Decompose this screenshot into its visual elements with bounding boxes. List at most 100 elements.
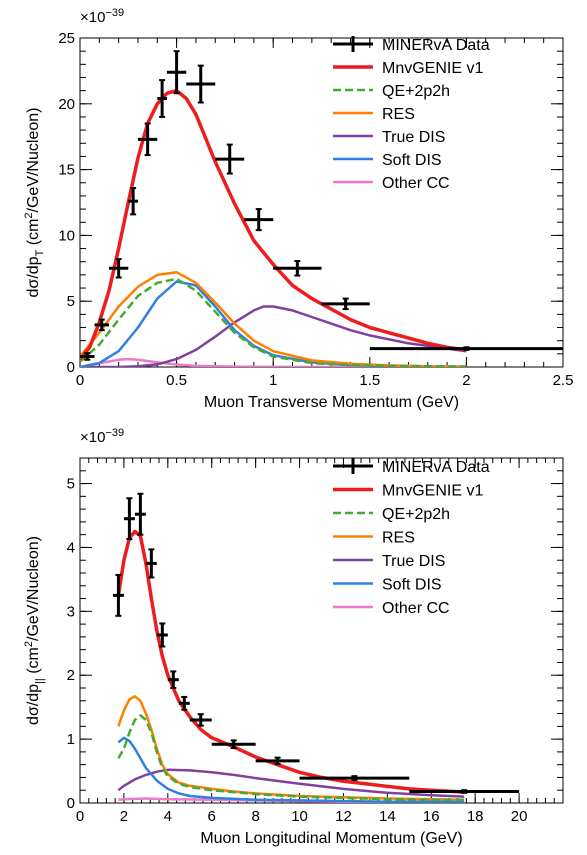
legend-item: QE+2p2h bbox=[333, 506, 450, 523]
data-point bbox=[273, 260, 322, 277]
legend-label: Other CC bbox=[382, 175, 450, 192]
legend-item: MINERvA Data bbox=[333, 458, 490, 476]
series-line-true-dis bbox=[80, 305, 467, 367]
series-line-mnvgenie-v1 bbox=[116, 529, 465, 794]
y-tick-label: 15 bbox=[58, 162, 75, 179]
legend-item: QE+2p2h bbox=[333, 83, 450, 100]
x-tick-label: 1 bbox=[269, 372, 277, 389]
data-point bbox=[123, 497, 135, 541]
y-tick-label: 4 bbox=[67, 539, 75, 556]
data-point bbox=[321, 297, 370, 311]
series-line-res bbox=[80, 270, 467, 367]
x-tick-label: 20 bbox=[511, 808, 528, 825]
x-tick-label: 10 bbox=[291, 808, 308, 825]
legend-label: MINERvA Data bbox=[382, 459, 490, 476]
data-point bbox=[156, 622, 168, 648]
legend-item: RES bbox=[333, 530, 415, 547]
data-point bbox=[255, 756, 300, 766]
series-line-mnvgenie-v1 bbox=[80, 88, 467, 361]
data-point bbox=[211, 739, 256, 750]
data-point bbox=[409, 789, 520, 794]
data-point bbox=[128, 187, 138, 216]
y-tick-label: 20 bbox=[58, 96, 75, 113]
legend-label: Other CC bbox=[382, 600, 450, 617]
legend-item: True DIS bbox=[333, 129, 445, 146]
legend-label: QE+2p2h bbox=[382, 506, 450, 523]
y-axis-title: dσ/dpT (cm2/GeV/Nucleon) bbox=[23, 108, 46, 298]
chart-panel-1: 0 0.5 1 1.5 2 2.5 0 5 10 15 20 25 ×10−39 Muon Transve… bbox=[23, 7, 573, 411]
y-tick-label: 3 bbox=[67, 603, 75, 620]
x-tick-label: 4 bbox=[164, 808, 172, 825]
series-line-soft-dis bbox=[117, 736, 465, 803]
legend-label: True DIS bbox=[382, 129, 445, 146]
legend-label: Soft DIS bbox=[382, 152, 442, 169]
plot-frame bbox=[79, 457, 564, 804]
x-tick-label: 8 bbox=[251, 808, 259, 825]
series-group bbox=[80, 50, 563, 367]
legend: MINERvA Data MnvGENIE v1 QE+2p2h RES True DI… bbox=[333, 458, 490, 617]
y-axis-title: dσ/dp|| (cm2/GeV/Nucleon) bbox=[23, 536, 46, 725]
legend-item: RES bbox=[333, 106, 415, 123]
legend-item: True DIS bbox=[333, 553, 445, 570]
data-point bbox=[166, 50, 187, 95]
legend-label: MnvGENIE v1 bbox=[382, 60, 483, 77]
legend-label: True DIS bbox=[382, 553, 445, 570]
x-tick-label: 18 bbox=[467, 808, 484, 825]
data-point bbox=[157, 79, 167, 118]
y-tick-label: 5 bbox=[67, 476, 75, 493]
y-tick-label: 0 bbox=[67, 795, 75, 812]
x-tick-label: 2 bbox=[462, 372, 470, 389]
x-tick-label: 2 bbox=[120, 808, 128, 825]
legend-item: Other CC bbox=[333, 175, 450, 192]
x-tick-label: 0 bbox=[76, 372, 84, 389]
y-exponent-label: ×10−39 bbox=[80, 7, 124, 26]
legend-item: Soft DIS bbox=[333, 577, 442, 594]
data-point bbox=[80, 352, 95, 361]
legend-item: MINERvA Data bbox=[333, 36, 490, 54]
data-point bbox=[167, 670, 179, 689]
x-tick-label: 14 bbox=[379, 808, 396, 825]
legend-label: RES bbox=[382, 106, 415, 123]
series-line-qe-2p2h bbox=[117, 714, 465, 802]
x-tick-label: 12 bbox=[335, 808, 352, 825]
series-line-true-dis bbox=[117, 768, 465, 798]
data-point bbox=[134, 492, 146, 536]
data-point bbox=[145, 548, 157, 579]
legend: MINERvA Data MnvGENIE v1 QE+2p2h RES True DI… bbox=[333, 36, 490, 192]
data-point bbox=[108, 258, 129, 279]
data-point bbox=[189, 713, 212, 727]
x-tick-label: 0 bbox=[76, 808, 84, 825]
y-tick-label: 0 bbox=[67, 359, 75, 376]
data-point bbox=[186, 64, 216, 104]
y-exponent-label: ×10−39 bbox=[80, 427, 124, 446]
series-group bbox=[112, 492, 520, 803]
series-line-other-cc bbox=[80, 357, 467, 367]
legend-item: MnvGENIE v1 bbox=[333, 60, 483, 77]
data-point bbox=[94, 318, 109, 332]
legend-item: Soft DIS bbox=[333, 152, 442, 169]
legend-label: RES bbox=[382, 530, 415, 547]
data-point bbox=[244, 208, 274, 232]
x-tick-label: 6 bbox=[208, 808, 216, 825]
y-tick-label: 10 bbox=[58, 227, 75, 244]
y-tick-label: 25 bbox=[58, 30, 75, 47]
y-tick-label: 1 bbox=[67, 731, 75, 748]
x-axis-title: Muon Transverse Momentum (GeV) bbox=[204, 394, 459, 411]
data-point bbox=[178, 695, 190, 711]
y-tick-label: 5 bbox=[67, 293, 75, 310]
data-point bbox=[369, 346, 563, 351]
data-point bbox=[299, 775, 410, 781]
x-tick-label: 16 bbox=[423, 808, 440, 825]
x-tick-label: 0.5 bbox=[166, 372, 187, 389]
series-line-qe-2p2h bbox=[80, 277, 467, 367]
data-point bbox=[137, 122, 158, 157]
data-point bbox=[215, 143, 245, 175]
data-point bbox=[112, 573, 124, 617]
legend-label: MINERvA Data bbox=[382, 37, 490, 54]
legend-item: Other CC bbox=[333, 600, 450, 617]
y-tick-label: 2 bbox=[67, 667, 75, 684]
x-tick-label: 1.5 bbox=[359, 372, 380, 389]
series-line-soft-dis bbox=[80, 280, 467, 367]
